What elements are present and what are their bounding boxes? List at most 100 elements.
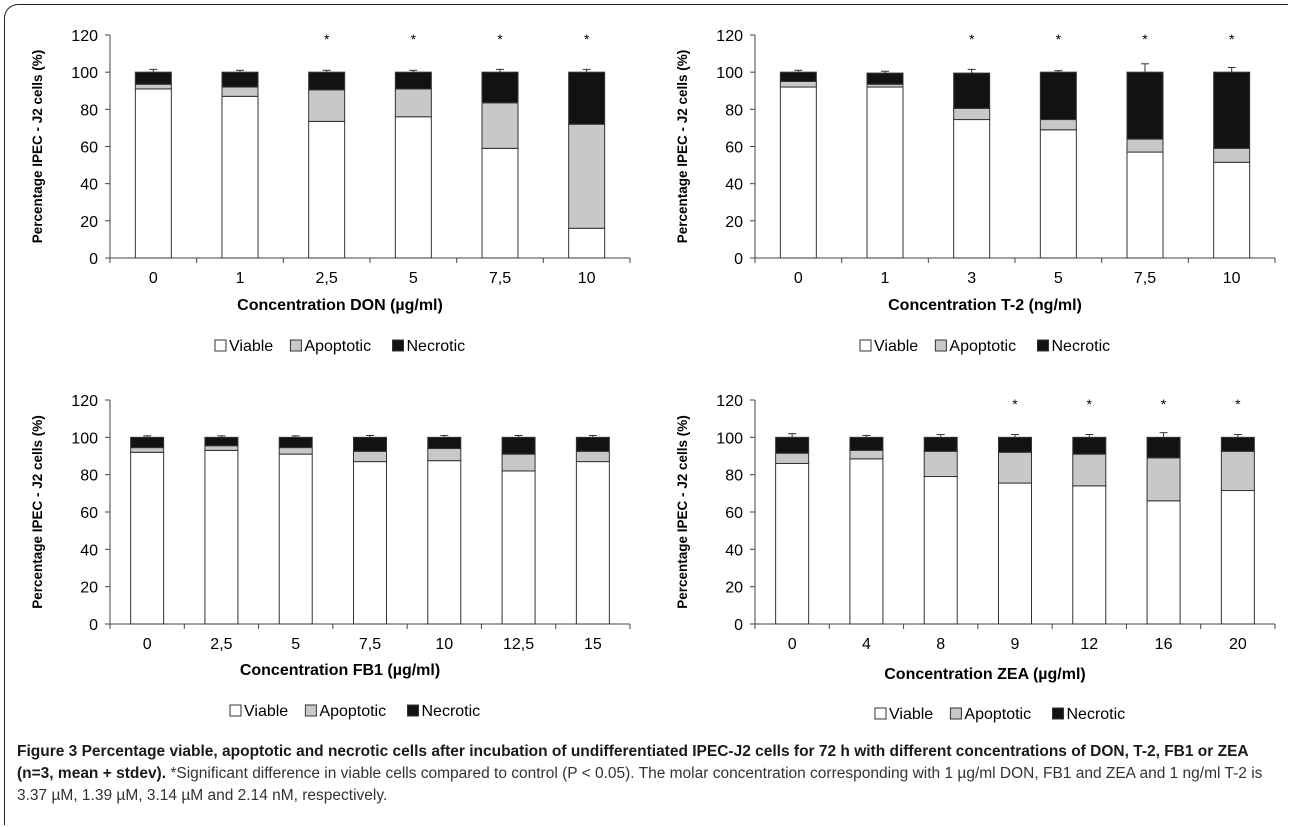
x-tick-label: 7,5: [489, 270, 511, 287]
bar-viable: [1072, 485, 1107, 625]
bar-viable: [308, 120, 346, 259]
y-tick-label: 80: [80, 468, 98, 485]
bar-necrotic: [1146, 436, 1181, 459]
bar-apoptotic: [568, 123, 606, 229]
x-tick-label: 3: [967, 270, 976, 287]
x-tick-label: 7,5: [1134, 270, 1156, 287]
x-tick-label: 10: [578, 270, 596, 287]
bar-apoptotic: [1220, 450, 1255, 492]
bar-necrotic: [866, 72, 904, 85]
bar-apoptotic: [1126, 138, 1164, 153]
legend-swatch-viable: [229, 704, 242, 717]
bar-apoptotic: [1213, 147, 1251, 163]
significance-marker: *: [324, 31, 330, 47]
y-tick-label: 20: [725, 580, 743, 597]
bar-necrotic: [568, 71, 606, 125]
significance-marker: *: [969, 31, 975, 47]
bar-apoptotic: [1146, 457, 1181, 502]
y-tick-label: 60: [80, 140, 98, 157]
legend-label-necrotic: Necrotic: [1067, 706, 1126, 723]
x-tick-label: 12: [1080, 636, 1098, 653]
legend-swatch-apoptotic: [934, 339, 947, 352]
significance-marker: *: [1087, 396, 1093, 412]
significance-marker: *: [1235, 396, 1241, 412]
y-tick-label: 40: [725, 542, 743, 559]
chart-panel-fb1: 0 20 40 60 80 100 120 Percentage IPEC - J2 cell…: [0, 370, 640, 745]
y-tick-label: 40: [80, 177, 98, 194]
bar-apoptotic: [221, 86, 259, 97]
legend-label-apoptotic: Apoptotic: [319, 703, 386, 720]
y-tick-label: 0: [89, 617, 98, 634]
x-tick-label: 1: [236, 270, 245, 287]
y-tick-label: 20: [80, 580, 98, 597]
bar-necrotic: [575, 436, 610, 452]
x-tick-label: 1: [881, 270, 890, 287]
bar-apoptotic: [501, 453, 536, 472]
y-tick-label: 120: [716, 393, 743, 410]
legend-label-viable: Viable: [229, 338, 273, 355]
x-tick-label: 15: [584, 636, 602, 653]
significance-marker: *: [584, 31, 590, 47]
x-tick-label: 12,5: [503, 636, 534, 653]
bar-apoptotic: [923, 450, 958, 478]
x-tick-label: 0: [149, 270, 158, 287]
y-tick-label: 40: [80, 542, 98, 559]
y-tick-label: 60: [725, 140, 743, 157]
y-tick-label: 100: [71, 65, 98, 82]
bar-necrotic: [353, 436, 387, 452]
x-axis-title: Concentration FB1 (µg/ml): [240, 662, 440, 679]
bar-apoptotic: [953, 107, 991, 121]
x-tick-label: 5: [1054, 270, 1063, 287]
y-tick-label: 20: [80, 214, 98, 231]
bar-viable: [1220, 490, 1255, 625]
bar-necrotic: [427, 436, 462, 450]
legend-label-necrotic: Necrotic: [407, 338, 466, 355]
x-axis-title: Concentration DON (µg/ml): [237, 297, 443, 314]
y-axis-title: Percentage IPEC - J2 cells (%): [30, 415, 45, 609]
legend-swatch-viable: [859, 339, 872, 352]
bar-viable: [1126, 151, 1164, 259]
bar-viable: [998, 482, 1032, 625]
bar-apoptotic: [575, 450, 610, 463]
y-tick-label: 100: [716, 65, 743, 82]
significance-marker: *: [1142, 31, 1148, 47]
bar-necrotic: [204, 436, 239, 447]
bar-necrotic: [923, 436, 958, 452]
y-tick-label: 120: [71, 393, 98, 410]
significance-marker: *: [411, 31, 417, 47]
legend-label-viable: Viable: [244, 703, 288, 720]
y-tick-label: 120: [716, 28, 743, 45]
y-tick-label: 100: [716, 430, 743, 447]
x-tick-label: 7,5: [359, 636, 381, 653]
y-tick-label: 80: [725, 102, 743, 119]
x-tick-label: 10: [435, 636, 453, 653]
y-tick-label: 20: [725, 214, 743, 231]
legend-swatch-necrotic: [407, 704, 419, 717]
bar-viable: [775, 462, 810, 625]
x-tick-label: 4: [862, 636, 871, 653]
legend-swatch-apoptotic: [304, 704, 317, 717]
bar-viable: [204, 449, 239, 625]
x-tick-label: 0: [143, 636, 152, 653]
y-tick-label: 60: [80, 505, 98, 522]
y-tick-label: 120: [71, 28, 98, 45]
bar-necrotic: [1126, 71, 1164, 140]
bar-necrotic: [221, 71, 259, 88]
bar-viable: [221, 95, 259, 259]
x-tick-label: 10: [1223, 270, 1241, 287]
bar-viable: [568, 227, 606, 259]
bar-apoptotic: [849, 449, 884, 460]
x-tick-label: 5: [409, 270, 418, 287]
chart-panel-zea: 0 20 40 60 80 100 120 Percentage IPEC - J2 cell…: [645, 370, 1285, 745]
significance-marker: *: [1229, 31, 1235, 47]
legend-label-apoptotic: Apoptotic: [964, 706, 1031, 723]
y-tick-label: 80: [725, 468, 743, 485]
bar-apoptotic: [308, 89, 346, 122]
significance-marker: *: [497, 31, 503, 47]
bar-apoptotic: [998, 451, 1032, 484]
bar-necrotic: [953, 72, 991, 109]
legend-swatch-necrotic: [392, 339, 404, 352]
bar-apoptotic: [775, 452, 810, 464]
bar-viable: [866, 86, 904, 259]
